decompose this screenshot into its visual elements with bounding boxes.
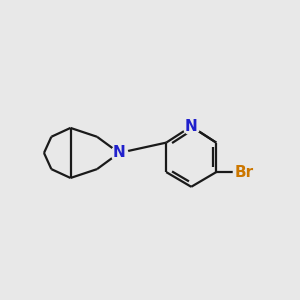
- Text: Br: Br: [235, 165, 254, 180]
- Text: N: N: [113, 146, 125, 160]
- Text: N: N: [185, 119, 198, 134]
